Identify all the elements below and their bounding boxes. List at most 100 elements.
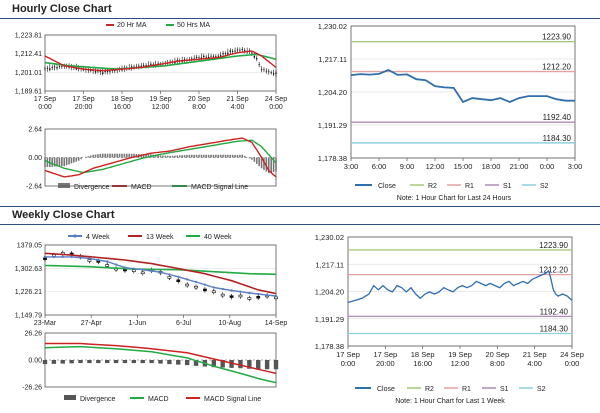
hourly-candle-body: [92, 70, 94, 72]
week-level-label-s1: 1192.40: [540, 307, 569, 316]
hourly-divergence-bar: [77, 157, 80, 161]
hourly-candle-body: [106, 71, 109, 72]
hourly-divergence-bar: [224, 154, 227, 158]
hourly-divergence-bar: [56, 157, 58, 167]
hourly-divergence-bar: [63, 157, 66, 167]
legend-label-r2: R2: [428, 183, 437, 190]
hourly-divergence-bar: [75, 157, 78, 162]
hourly-divergence-bar: [234, 154, 236, 158]
hourly-divergence-bar: [265, 157, 268, 172]
hourly-divergence-bar: [243, 155, 246, 158]
week-close-xtick-label: 17 Sep: [373, 350, 397, 359]
hourly-candle-body: [260, 69, 263, 70]
weekly-4week-marker: [212, 286, 216, 289]
hourly-candle-body: [157, 63, 159, 65]
legend-label-s2: S2: [540, 183, 549, 190]
hourly-divergence-bar: [212, 154, 215, 158]
hourly-close-xtick-label: 21:00: [510, 162, 529, 171]
hourly-divergence-bar: [116, 153, 118, 158]
weekly-4week-marker: [159, 270, 162, 274]
hourly-candle-body: [87, 69, 90, 71]
hourly-section-divider: [0, 18, 600, 19]
weekly-4week-marker: [52, 255, 56, 259]
hourly-close-xtick-label: 6:00: [372, 162, 387, 171]
weekly-candle-body: [140, 271, 145, 275]
hourly-candle-body: [99, 71, 102, 73]
hourly-divergence-bar: [147, 154, 150, 158]
hourly-candle-body: [263, 69, 265, 71]
hourly-divergence-bar: [231, 154, 234, 158]
hourly-candle-body: [217, 55, 219, 57]
weekly-4week-marker: [114, 263, 118, 266]
hourly-week-note: Note: 1 Hour Chart for Last 1 Week: [395, 398, 505, 405]
hourly-macd-ytick: 0.00: [28, 155, 42, 162]
week-close-line: [347, 269, 573, 304]
level-label-s2: 1184.30: [543, 134, 572, 143]
legend-label-close: Close: [378, 183, 396, 190]
weekly-price-frame: [44, 244, 277, 316]
hourly-divergence-bar: [53, 157, 56, 167]
weekly-candle-body: [87, 259, 92, 262]
hourly-price-ytick: 1,223.81: [15, 33, 42, 40]
weekly-price-xtick-label: 23-Mar: [34, 320, 57, 327]
hourly-divergence-bar: [58, 157, 61, 167]
weekly-candle-body: [194, 285, 198, 289]
hourly-divergence-bar: [272, 157, 275, 173]
hourly-candle-body: [193, 58, 195, 60]
weekly-13week-line: [44, 252, 277, 295]
hourly-candle-body: [219, 55, 222, 57]
hourly-divergence-bar: [181, 155, 183, 158]
weekly-4week-marker: [105, 260, 109, 263]
hourly-divergence-bar: [222, 154, 224, 158]
hourly-candle-body: [212, 56, 215, 58]
week-level-label-r1: 1212.20: [539, 266, 568, 275]
weekly-divergence-bar: [247, 360, 252, 369]
level-label-s1: 1192.40: [543, 113, 572, 122]
weekly-divergence-bar: [176, 360, 181, 365]
weekly-divergence-bar: [220, 360, 225, 368]
legend-label-s1: S1: [503, 183, 512, 190]
hourly-divergence-bar: [65, 157, 68, 166]
legend-swatch-weekly-divergence: [64, 395, 76, 400]
week-close-ytick: 1,230.02: [315, 233, 344, 242]
hourly-candle-body: [109, 71, 111, 73]
hourly-divergence-bar: [109, 153, 111, 158]
hourly-candle-body: [253, 55, 256, 58]
hourly-candle-body: [241, 49, 244, 50]
legend-label-divergence: Divergence: [74, 184, 110, 191]
hourly-divergence-bar: [241, 154, 244, 158]
week-close-xtick-label: 20 Sep: [485, 350, 509, 359]
weekly-4week-marker: [150, 269, 153, 273]
weekly-candle-body: [256, 296, 261, 299]
hourly-price-xtick-label: 20:00: [75, 104, 93, 111]
hourly-candle-body: [227, 52, 229, 55]
hourly-divergence-bar: [70, 157, 73, 164]
hourly-candle-body: [75, 67, 77, 70]
weekly-price-xtick-label: 14-Sep: [265, 320, 288, 327]
hourly-candle-body: [97, 70, 99, 72]
weekly-divergence-bar: [104, 360, 110, 364]
hourly-divergence-bar: [133, 153, 135, 158]
week-close-ytick: 1,217.11: [315, 260, 344, 269]
hourly-divergence-bar: [255, 157, 258, 164]
weekly-4week-marker: [274, 294, 278, 298]
hourly-close-line: [350, 69, 575, 104]
weekly-divergence-bar: [264, 360, 270, 370]
hourly-divergence-bar: [73, 157, 75, 163]
hourly-price-xtick-label: 18 Sep: [111, 96, 133, 103]
weekly-candle-body: [247, 297, 252, 300]
weekly-divergence-bar: [193, 360, 199, 366]
hourly-price-xtick-label: 0:00: [269, 104, 283, 111]
hourly-divergence-bar: [227, 154, 229, 158]
hourly-divergence-bar: [128, 153, 131, 158]
legend-label-macd-signal: MACD Signal Line: [191, 184, 248, 191]
hourly-candle-body: [140, 65, 142, 67]
weekly-4week-marker: [239, 290, 242, 293]
week-close-ytick: 1,204.20: [315, 288, 344, 297]
hourly-candle-body: [191, 58, 193, 60]
weekly-4week-marker: [177, 275, 180, 278]
hourly-candle-body: [49, 68, 51, 71]
